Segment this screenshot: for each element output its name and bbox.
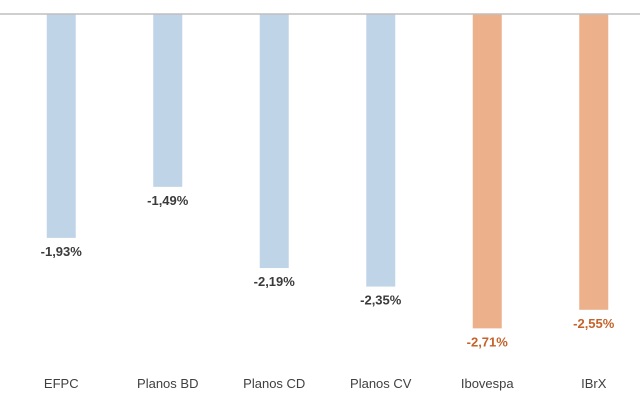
- bar-planos-cd: [260, 14, 289, 268]
- bar-ibovespa: [473, 14, 502, 328]
- data-label-efpc: -1,93%: [41, 244, 83, 259]
- tick-label-planos-cd: Planos CD: [243, 376, 305, 391]
- bar-efpc: [47, 14, 76, 238]
- data-label-planos-bd: -1,49%: [147, 193, 189, 208]
- data-label-planos-cv: -2,35%: [360, 293, 402, 308]
- data-label-ibrx: -2,55%: [573, 316, 615, 331]
- category-tick-labels-group: EFPC Planos BD Planos CD Planos CV Ibovespa I…: [44, 376, 607, 391]
- bar-ibrx: [579, 14, 608, 310]
- tick-label-ibrx: IBrX: [581, 376, 607, 391]
- tick-label-efpc: EFPC: [44, 376, 79, 391]
- data-label-ibovespa: -2,71%: [467, 334, 509, 349]
- tick-label-ibovespa: Ibovespa: [461, 376, 515, 391]
- data-labels-group: -1,93% -1,49% -2,19% -2,35% -2,71% -2,55%: [41, 193, 615, 350]
- tick-label-planos-bd: Planos BD: [137, 376, 198, 391]
- bar-planos-cv: [366, 14, 395, 287]
- bars-group: [47, 14, 609, 328]
- bar-planos-bd: [153, 14, 182, 187]
- tick-label-planos-cv: Planos CV: [350, 376, 412, 391]
- data-label-planos-cd: -2,19%: [254, 274, 296, 289]
